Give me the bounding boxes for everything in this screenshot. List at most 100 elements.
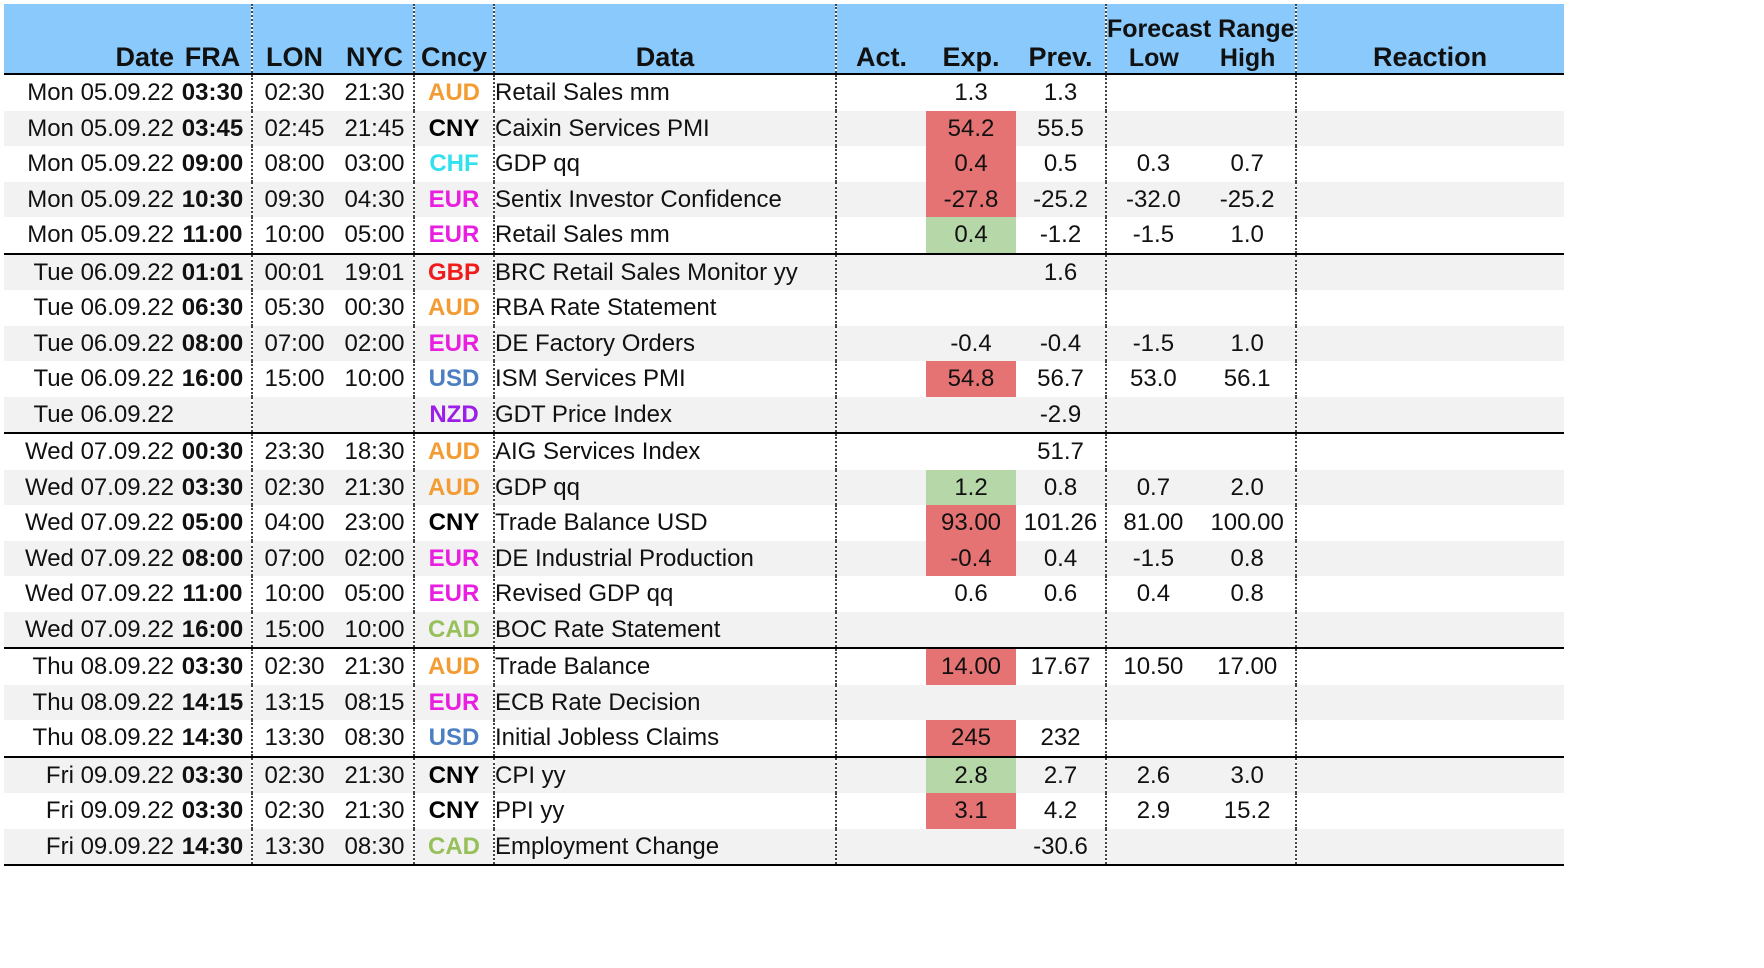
cell-lon-time[interactable]: 07:00 <box>252 540 336 576</box>
cell-lon-time[interactable]: 10:00 <box>264 221 325 249</box>
cell-actual[interactable] <box>836 361 926 397</box>
cell-previous[interactable]: 0.6 <box>1016 576 1107 612</box>
cell-data-name[interactable]: Initial Jobless Claims <box>494 720 837 757</box>
cell-nyc-time[interactable]: 10:00 <box>336 361 415 397</box>
cell-actual[interactable] <box>836 684 926 720</box>
cell-expected[interactable] <box>926 252 1016 290</box>
cell-reaction[interactable] <box>1296 217 1564 254</box>
cell-lon-time[interactable]: 02:30 <box>252 469 336 505</box>
cell-nyc-time[interactable]: 05:00 <box>336 217 415 254</box>
cell-nyc-time[interactable]: 19:01 <box>336 252 415 290</box>
cell-fra-time[interactable]: 10:30 <box>174 181 253 217</box>
col-header-prev[interactable]: Prev. <box>1016 4 1107 75</box>
cell-fra-time[interactable]: 08:00 <box>174 325 253 361</box>
cell-reaction[interactable] <box>1295 325 1564 361</box>
cell-data-name[interactable]: Caixin Services PMI <box>494 110 837 146</box>
cell-date[interactable]: Mon 05.09.22 <box>27 221 174 249</box>
cell-fra-time[interactable] <box>174 396 253 433</box>
cell-forecast-high[interactable] <box>1199 396 1297 433</box>
cell-fra-time[interactable]: 03:30 <box>174 74 253 111</box>
cell-date[interactable]: Mon 05.09.22 <box>27 150 174 178</box>
cell-forecast-low[interactable]: 81.00 <box>1123 509 1184 537</box>
cell-forecast-high[interactable] <box>1199 720 1297 757</box>
cell-lon-time[interactable]: 09:30 <box>252 181 336 217</box>
cell-currency[interactable]: CAD <box>414 611 495 648</box>
cell-actual[interactable] <box>836 720 926 757</box>
cell-data-name[interactable]: AIG Services Index <box>494 432 837 470</box>
cell-lon-time[interactable]: 23:30 <box>252 432 336 470</box>
cell-nyc-time[interactable]: 23:00 <box>336 505 415 541</box>
cell-data-name[interactable]: GDT Price Index <box>494 396 837 433</box>
cell-actual[interactable] <box>836 396 926 433</box>
cell-previous[interactable] <box>1016 684 1107 720</box>
cell-lon-time[interactable]: 13:15 <box>252 684 336 720</box>
cell-actual[interactable] <box>836 432 926 470</box>
cell-previous[interactable]: 0.8 <box>1016 469 1107 505</box>
cell-forecast-high[interactable] <box>1199 252 1297 290</box>
cell-forecast-low[interactable] <box>1106 110 1200 146</box>
cell-lon-time[interactable]: 04:00 <box>264 509 325 537</box>
cell-expected[interactable]: 0.4 <box>926 146 1016 182</box>
cell-forecast-low[interactable]: 0.7 <box>1106 469 1200 505</box>
cell-expected[interactable]: 1.3 <box>954 79 988 107</box>
cell-expected[interactable] <box>926 432 1016 470</box>
cell-currency[interactable]: EUR <box>414 325 495 361</box>
cell-currency[interactable]: AUD <box>414 469 495 505</box>
col-header-lon[interactable]: LON <box>252 4 336 75</box>
cell-forecast-low[interactable] <box>1106 74 1200 111</box>
cell-date[interactable]: Tue 06.09.22 <box>33 365 174 393</box>
cell-nyc-time[interactable]: 21:30 <box>336 647 415 685</box>
cell-data-name[interactable]: ECB Rate Decision <box>494 684 837 720</box>
cell-date[interactable]: Wed 07.09.22 <box>4 611 174 648</box>
cell-fra-time[interactable]: 05:00 <box>174 505 253 541</box>
cell-fra-time[interactable]: 09:00 <box>174 146 253 182</box>
cell-date[interactable]: Thu 08.09.22 <box>4 647 174 685</box>
cell-previous[interactable] <box>1016 290 1107 326</box>
cell-forecast-low[interactable] <box>1106 396 1200 433</box>
cell-date[interactable]: Wed 07.09.22 <box>24 509 174 537</box>
cell-previous[interactable]: 1.6 <box>1016 252 1107 290</box>
cell-actual[interactable] <box>836 146 926 182</box>
cell-fra-time[interactable]: 16:00 <box>174 361 253 397</box>
cell-currency[interactable]: AUD <box>414 647 495 685</box>
cell-data-name[interactable]: RBA Rate Statement <box>494 290 837 326</box>
cell-forecast-low[interactable] <box>1106 720 1200 757</box>
cell-actual[interactable] <box>836 290 926 326</box>
cell-data-name[interactable]: PPI yy <box>494 793 837 829</box>
cell-data-name[interactable]: Trade Balance <box>494 647 837 685</box>
cell-expected[interactable]: 3.1 <box>926 793 1016 829</box>
col-header-nyc[interactable]: NYC <box>336 4 415 75</box>
cell-forecast-low[interactable]: 0.4 <box>1136 580 1171 608</box>
cell-previous[interactable]: -30.6 <box>1016 828 1107 866</box>
cell-forecast-high[interactable]: 1.0 <box>1199 217 1297 254</box>
cell-nyc-time[interactable]: 02:00 <box>336 540 415 576</box>
cell-expected[interactable] <box>926 684 1016 720</box>
cell-lon-time[interactable] <box>252 396 336 433</box>
cell-forecast-low[interactable] <box>1106 290 1200 326</box>
cell-lon-time[interactable]: 02:30 <box>252 755 336 793</box>
cell-expected[interactable]: 0.6 <box>954 580 988 608</box>
col-header-exp[interactable]: Exp. <box>926 4 1016 75</box>
cell-fra-time[interactable]: 03:30 <box>174 793 253 829</box>
cell-date[interactable]: Wed 07.09.22 <box>4 540 174 576</box>
cell-forecast-high[interactable] <box>1199 74 1297 111</box>
cell-forecast-low[interactable] <box>1106 432 1200 470</box>
cell-currency[interactable]: GBP <box>414 252 495 290</box>
cell-forecast-high[interactable]: 100.00 <box>1199 505 1297 541</box>
cell-lon-time[interactable]: 02:30 <box>264 79 325 107</box>
cell-currency[interactable]: CNY <box>414 755 495 793</box>
cell-lon-time[interactable]: 07:00 <box>252 325 336 361</box>
cell-data-name[interactable]: BRC Retail Sales Monitor yy <box>494 252 837 290</box>
cell-currency[interactable]: USD <box>414 361 495 397</box>
cell-previous[interactable]: 4.2 <box>1016 793 1107 829</box>
cell-data-name[interactable]: DE Industrial Production <box>494 540 837 576</box>
cell-nyc-time[interactable]: 18:30 <box>336 432 415 470</box>
col-header-fra[interactable]: FRA <box>174 4 253 75</box>
cell-date[interactable]: Wed 07.09.22 <box>4 432 174 470</box>
cell-fra-time[interactable]: 11:00 <box>174 576 253 612</box>
cell-currency[interactable]: CNY <box>414 505 495 541</box>
cell-data-name[interactable]: CPI yy <box>494 755 837 793</box>
cell-lon-time[interactable]: 08:00 <box>264 150 325 178</box>
col-header-high[interactable]: High <box>1219 44 1276 72</box>
cell-fra-time[interactable]: 14:30 <box>174 828 253 866</box>
